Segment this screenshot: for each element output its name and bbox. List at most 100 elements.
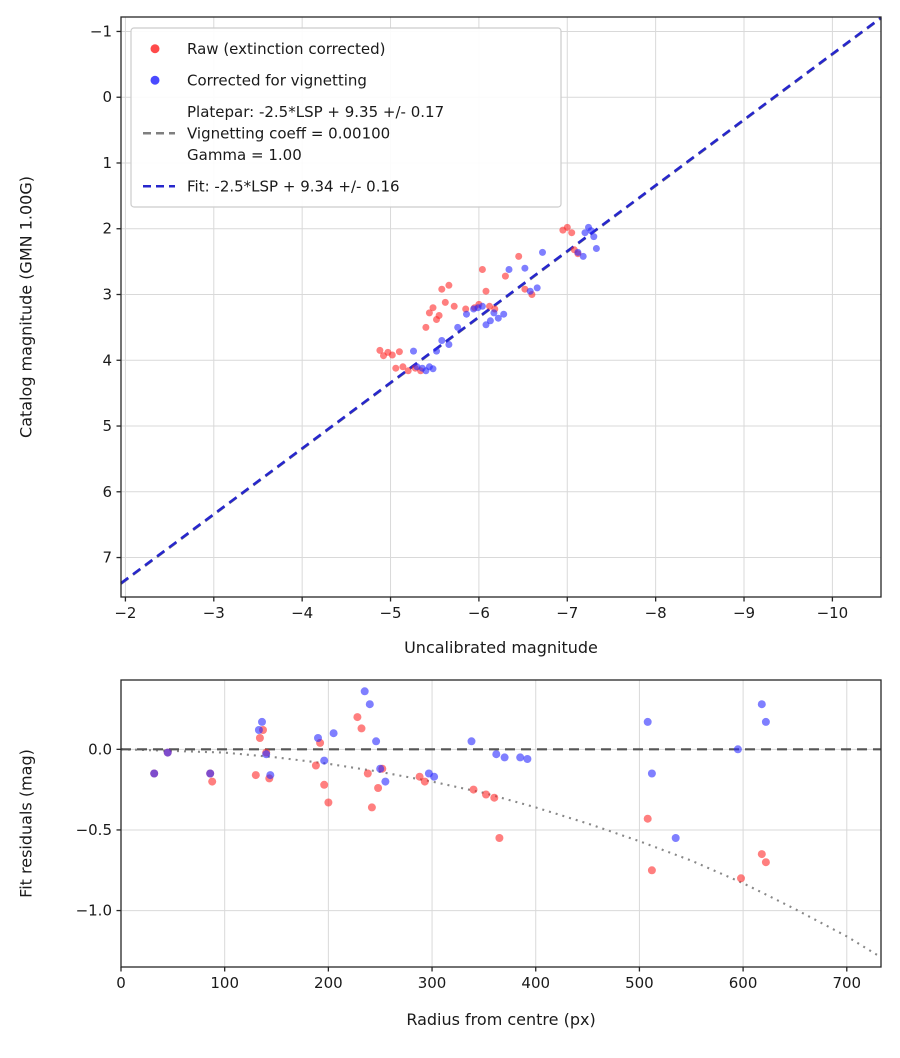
scatter-point — [445, 341, 453, 348]
scatter-point — [441, 298, 449, 306]
y-tick-label: −1.0 — [76, 902, 112, 920]
scatter-point — [523, 755, 532, 763]
x-tick-label: 300 — [418, 974, 447, 992]
scatter-point — [647, 866, 656, 875]
legend: Raw (extinction corrected) Corrected for … — [130, 27, 562, 208]
scatter-point — [482, 790, 490, 799]
x-tick-label: 400 — [521, 974, 550, 992]
scatter-point — [163, 748, 172, 757]
scatter-point — [521, 264, 529, 272]
scatter-point — [320, 756, 329, 765]
scatter-point — [363, 769, 372, 778]
scatter-point — [422, 323, 430, 331]
series-fit-line — [120, 16, 882, 585]
scatter-point — [435, 312, 443, 319]
bottom-chart-svg: 0 100 200 300 400 500 600 700 0.0 −0.5 −1.0 Radius … — [17, 679, 882, 1029]
scatter-point — [360, 687, 369, 696]
scatter-point — [404, 367, 412, 375]
scatter-point — [505, 266, 513, 273]
scatter-point — [357, 724, 366, 733]
scatter-point — [450, 302, 458, 310]
scatter-point — [150, 769, 159, 778]
scatter-point — [574, 248, 582, 256]
legend-marker-dot — [150, 75, 160, 85]
scatter-point — [372, 737, 381, 746]
series-corrected-residuals — [150, 687, 770, 842]
x-tick-label: −7 — [556, 604, 578, 622]
scatter-point — [392, 364, 400, 372]
y-tick-label: −1 — [90, 22, 112, 40]
x-tick-label: 100 — [210, 974, 239, 992]
series-vignetting-corrected-points — [410, 223, 600, 375]
scatter-point — [208, 777, 217, 786]
y-tick-label: 6 — [102, 483, 112, 501]
x-tick-label: −8 — [645, 604, 667, 622]
scatter-point — [592, 245, 600, 252]
scatter-point — [563, 223, 571, 231]
scatter-point — [486, 317, 494, 325]
scatter-point — [462, 305, 470, 313]
scatter-point — [388, 351, 396, 359]
scatter-point — [478, 302, 486, 310]
scatter-point — [733, 745, 742, 754]
scatter-point — [478, 266, 486, 273]
scatter-point — [262, 750, 271, 759]
scatter-point — [266, 771, 275, 780]
scatter-point — [254, 726, 263, 734]
scatter-point — [445, 281, 453, 289]
scatter-point — [469, 785, 478, 794]
y-tick-label: −0.5 — [76, 821, 112, 839]
scatter-point — [761, 858, 770, 867]
scatter-point — [438, 285, 446, 293]
x-tick-label: −4 — [291, 604, 313, 622]
scatter-point — [494, 314, 502, 322]
scatter-point — [568, 229, 576, 237]
x-tick-label: −3 — [203, 604, 225, 622]
scatter-point — [643, 814, 652, 823]
y-tick-label: 1 — [102, 154, 112, 172]
scatter-point — [490, 309, 498, 317]
legend-label: Raw (extinction corrected) — [187, 40, 385, 58]
x-tick-label: −6 — [468, 604, 490, 622]
scatter-point — [671, 834, 680, 842]
scatter-point — [251, 771, 260, 780]
legend-marker-dot — [150, 44, 160, 54]
scatter-point — [425, 309, 433, 317]
x-axis-label: Radius from centre (px) — [406, 1010, 595, 1029]
scatter-point — [515, 252, 523, 260]
y-tick-label: 3 — [102, 286, 112, 304]
axis-ticks: 0 100 200 300 400 500 600 700 0.0 −0.5 −1.0 — [76, 740, 862, 992]
scatter-point — [399, 363, 407, 371]
scatter-point — [415, 772, 424, 781]
scatter-point — [376, 764, 385, 773]
legend-entry: Fit: -2.5*LSP + 9.34 +/- 0.16 — [143, 177, 400, 195]
x-axis-label: Uncalibrated magnitude — [404, 638, 598, 657]
scatter-point — [255, 734, 264, 742]
scatter-point — [647, 769, 656, 778]
scatter-point — [587, 227, 595, 235]
scatter-point — [500, 310, 508, 318]
scatter-point — [526, 287, 534, 295]
scatter-point — [490, 793, 499, 802]
legend-label: Fit: -2.5*LSP + 9.34 +/- 0.16 — [187, 177, 400, 195]
scatter-point — [757, 700, 766, 709]
x-tick-label: 700 — [832, 974, 861, 992]
y-axis-label: Fit residuals (mag) — [17, 749, 36, 898]
legend-entry: Platepar: -2.5*LSP + 9.35 +/- 0.17 Vignet… — [143, 103, 444, 164]
scatter-point — [533, 284, 541, 292]
scatter-point — [206, 769, 215, 778]
scatter-point — [579, 252, 587, 260]
scatter-point — [320, 780, 329, 789]
scatter-point — [492, 750, 501, 759]
scatter-point — [500, 753, 509, 762]
y-tick-label: 4 — [102, 351, 112, 369]
x-tick-label: 200 — [314, 974, 343, 992]
x-tick-label: 500 — [625, 974, 654, 992]
scatter-point — [433, 347, 440, 355]
scatter-point — [376, 346, 384, 354]
scatter-point — [521, 285, 529, 293]
scatter-point — [495, 834, 504, 842]
y-tick-label: 0 — [102, 88, 112, 106]
